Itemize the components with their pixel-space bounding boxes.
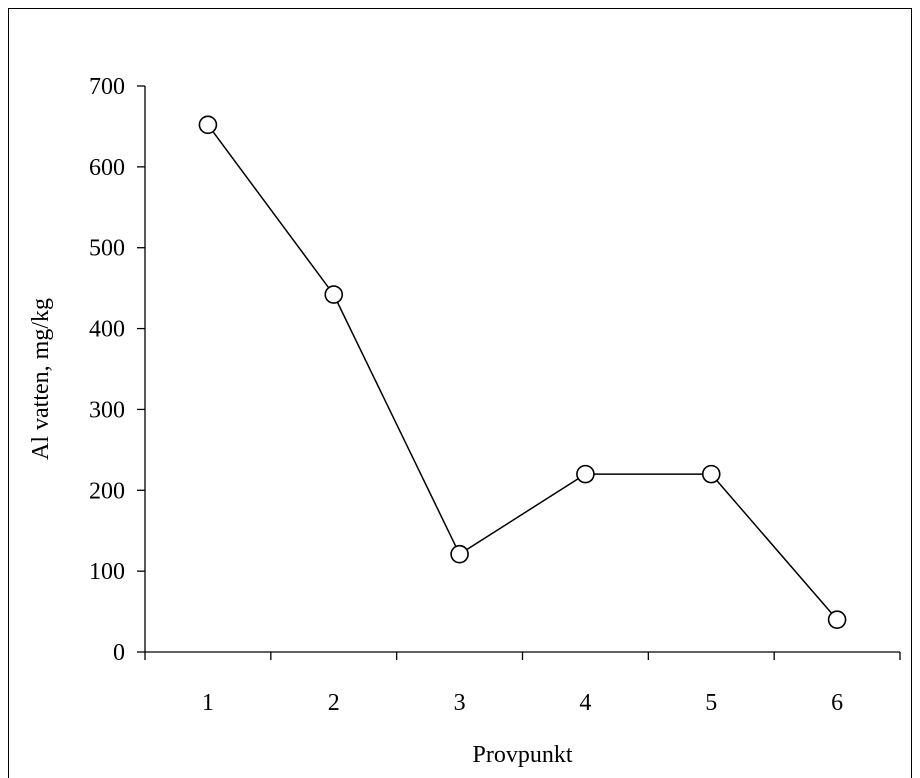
x-tick-label-5: 5 [705,690,717,716]
data-point-3 [450,544,469,564]
x-tick-label-4: 4 [579,690,591,716]
data-point-6 [827,610,847,629]
x-tick-label-1: 1 [202,690,214,716]
ticks: 0 100 200 300 400 500 600 700 1 2 3 4 5 6 [89,74,901,716]
y-tick-label-400: 400 [89,317,125,343]
series [198,115,847,629]
y-tick-label-0: 0 [113,640,125,666]
y-tick-label-100: 100 [89,559,125,585]
x-tick-label-3: 3 [454,690,466,716]
data-point-2 [324,285,344,304]
axes [144,86,900,653]
chart-frame [8,8,912,778]
x-tick-label-6: 6 [831,690,843,716]
data-point-5 [701,464,721,484]
y-tick-label-300: 300 [89,397,125,423]
y-tick-label-700: 700 [89,74,125,100]
x-tick-label-2: 2 [328,690,340,716]
y-axis-title: Al vatten, mg/kg [28,298,54,460]
data-point-1 [198,115,218,135]
y-tick-label-500: 500 [89,236,125,262]
data-point-4 [576,464,595,484]
y-tick-label-200: 200 [89,478,125,504]
x-axis-title: Provpunkt [472,742,572,768]
series-line-0 [207,124,838,621]
y-tick-label-600: 600 [89,155,125,181]
